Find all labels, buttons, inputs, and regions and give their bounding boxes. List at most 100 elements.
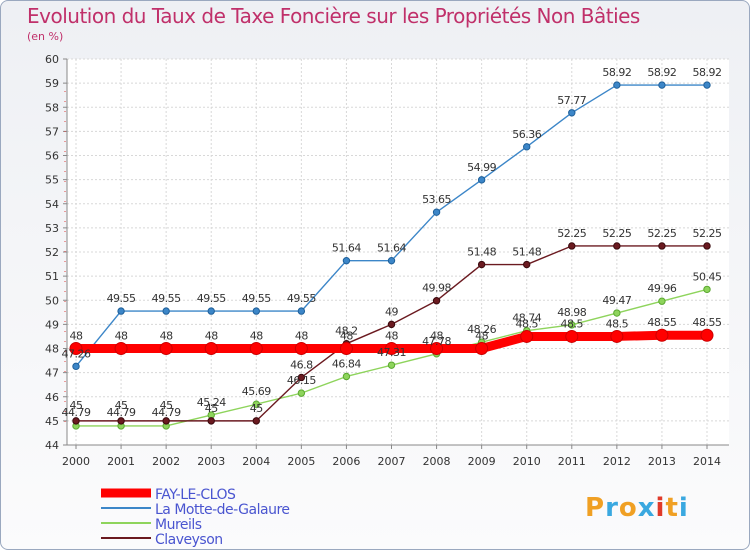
x-tick-label: 2002 xyxy=(152,455,180,468)
logo-letter: t xyxy=(665,493,679,523)
y-tick-label: 52 xyxy=(45,246,59,259)
data-label-Claveyson: 46.8 xyxy=(290,358,313,371)
data-point-FAY-LE-CLOS xyxy=(69,342,83,355)
logo-letter: x xyxy=(637,493,656,523)
data-label-Mureils: 48.98 xyxy=(557,306,586,319)
data-label-La Motte-de-Galaure: 58.92 xyxy=(602,66,631,79)
y-tick-label: 48 xyxy=(45,343,59,356)
data-label-Mureils: 44.79 xyxy=(62,406,91,419)
data-label-FAY-LE-CLOS: 48 xyxy=(115,330,128,343)
data-label-Claveyson: 45 xyxy=(205,402,218,415)
data-label-Claveyson: 52.25 xyxy=(557,227,586,240)
data-point-FAY-LE-CLOS xyxy=(114,342,128,355)
data-label-Mureils: 50.45 xyxy=(693,270,722,283)
x-tick-label: 2012 xyxy=(603,455,631,468)
data-point-FAY-LE-CLOS xyxy=(610,329,624,343)
data-label-Claveyson: 49.98 xyxy=(422,282,451,295)
data-point-FAY-LE-CLOS xyxy=(385,342,398,355)
data-label-Mureils: 47.78 xyxy=(422,335,451,348)
y-tick-label: 44 xyxy=(45,439,59,452)
y-tick-label: 49 xyxy=(45,318,59,331)
data-point-FAY-LE-CLOS xyxy=(249,342,263,355)
data-label-Claveyson: 52.25 xyxy=(693,227,722,240)
y-axis-unit-label: (en %) xyxy=(27,30,64,43)
data-label-La Motte-de-Galaure: 49.55 xyxy=(287,292,316,305)
data-label-FAY-LE-CLOS: 48 xyxy=(475,330,488,343)
data-label-FAY-LE-CLOS: 48 xyxy=(295,330,308,343)
data-label-FAY-LE-CLOS: 48 xyxy=(385,330,398,343)
data-label-Claveyson: 49 xyxy=(385,305,398,318)
data-point-La Motte-de-Galaure xyxy=(117,307,125,315)
data-point-FAY-LE-CLOS xyxy=(700,328,714,342)
data-label-La Motte-de-Galaure: 54.99 xyxy=(467,161,496,174)
y-tick-label: 47 xyxy=(45,367,59,380)
data-label-FAY-LE-CLOS: 48.5 xyxy=(561,317,584,330)
data-point-La Motte-de-Galaure xyxy=(477,176,486,184)
y-tick-label: 60 xyxy=(45,53,59,66)
data-point-Claveyson xyxy=(613,242,621,250)
y-tick-label: 55 xyxy=(45,174,59,187)
x-tick-label: 2003 xyxy=(197,455,225,468)
data-point-La Motte-de-Galaure xyxy=(207,307,215,315)
x-tick-label: 2005 xyxy=(287,455,315,468)
data-point-La Motte-de-Galaure xyxy=(297,307,306,315)
data-point-Mureils xyxy=(613,309,621,317)
data-label-Mureils: 46.84 xyxy=(332,357,361,370)
logo-letter: o xyxy=(618,493,638,523)
chart-title: Evolution du Taux de Taxe Foncière sur l… xyxy=(27,4,640,28)
y-tick-label: 45 xyxy=(45,415,59,428)
data-point-FAY-LE-CLOS xyxy=(475,342,489,355)
data-label-Mureils: 47.31 xyxy=(377,346,406,359)
data-point-FAY-LE-CLOS xyxy=(655,328,669,342)
data-point-Claveyson xyxy=(703,242,711,250)
x-tick-label: 2001 xyxy=(107,455,135,468)
data-label-Claveyson: 48.2 xyxy=(335,325,358,338)
data-label-Mureils: 44.79 xyxy=(107,406,136,419)
data-label-Claveyson: 52.25 xyxy=(647,227,676,240)
logo-letter: i xyxy=(678,493,689,523)
data-point-Mureils xyxy=(658,297,666,305)
x-tick-label: 2000 xyxy=(62,455,90,468)
y-tick-label: 53 xyxy=(45,222,59,235)
data-label-La Motte-de-Galaure: 53.65 xyxy=(422,193,451,206)
data-label-Mureils: 49.47 xyxy=(602,294,631,307)
y-tick-label: 56 xyxy=(45,150,59,163)
data-point-FAY-LE-CLOS xyxy=(159,342,173,355)
data-label-FAY-LE-CLOS: 48 xyxy=(70,330,83,343)
data-point-La Motte-de-Galaure xyxy=(252,307,260,315)
y-tick-label: 54 xyxy=(45,198,59,211)
data-label-Claveyson: 45 xyxy=(160,399,173,412)
data-label-FAY-LE-CLOS: 48 xyxy=(160,330,173,343)
data-point-FAY-LE-CLOS xyxy=(294,342,308,355)
data-point-Claveyson xyxy=(117,417,125,425)
x-tick-label: 2006 xyxy=(332,455,360,468)
data-label-Claveyson: 51.48 xyxy=(512,246,541,259)
data-label-Mureils: 44.79 xyxy=(152,406,181,419)
data-point-Claveyson xyxy=(387,320,396,329)
data-label-Claveyson: 52.25 xyxy=(602,227,631,240)
plot-area xyxy=(67,59,729,445)
data-label-Claveyson: 51.48 xyxy=(467,246,496,259)
data-point-Claveyson xyxy=(523,260,531,269)
data-point-FAY-LE-CLOS xyxy=(204,342,218,355)
data-label-FAY-LE-CLOS: 48.55 xyxy=(647,316,676,329)
data-label-FAY-LE-CLOS: 48.5 xyxy=(515,317,538,330)
x-tick-label: 2011 xyxy=(558,455,586,468)
data-point-Claveyson xyxy=(477,260,486,269)
x-tick-label: 2007 xyxy=(378,455,406,468)
data-label-Claveyson: 45 xyxy=(70,399,83,412)
x-tick-label: 2013 xyxy=(648,455,676,468)
y-tick-label: 58 xyxy=(45,101,59,114)
data-point-Claveyson xyxy=(297,373,306,382)
data-point-FAY-LE-CLOS xyxy=(339,342,353,355)
data-point-La Motte-de-Galaure xyxy=(703,81,711,89)
data-point-Mureils xyxy=(297,389,306,397)
legend-label: Mureils xyxy=(155,517,202,533)
data-label-La Motte-de-Galaure: 57.77 xyxy=(557,94,586,107)
data-point-Claveyson xyxy=(162,417,170,425)
data-point-La Motte-de-Galaure xyxy=(658,81,666,89)
data-point-Claveyson xyxy=(207,417,215,425)
data-label-FAY-LE-CLOS: 48.55 xyxy=(693,316,722,329)
data-point-La Motte-de-Galaure xyxy=(162,307,170,315)
